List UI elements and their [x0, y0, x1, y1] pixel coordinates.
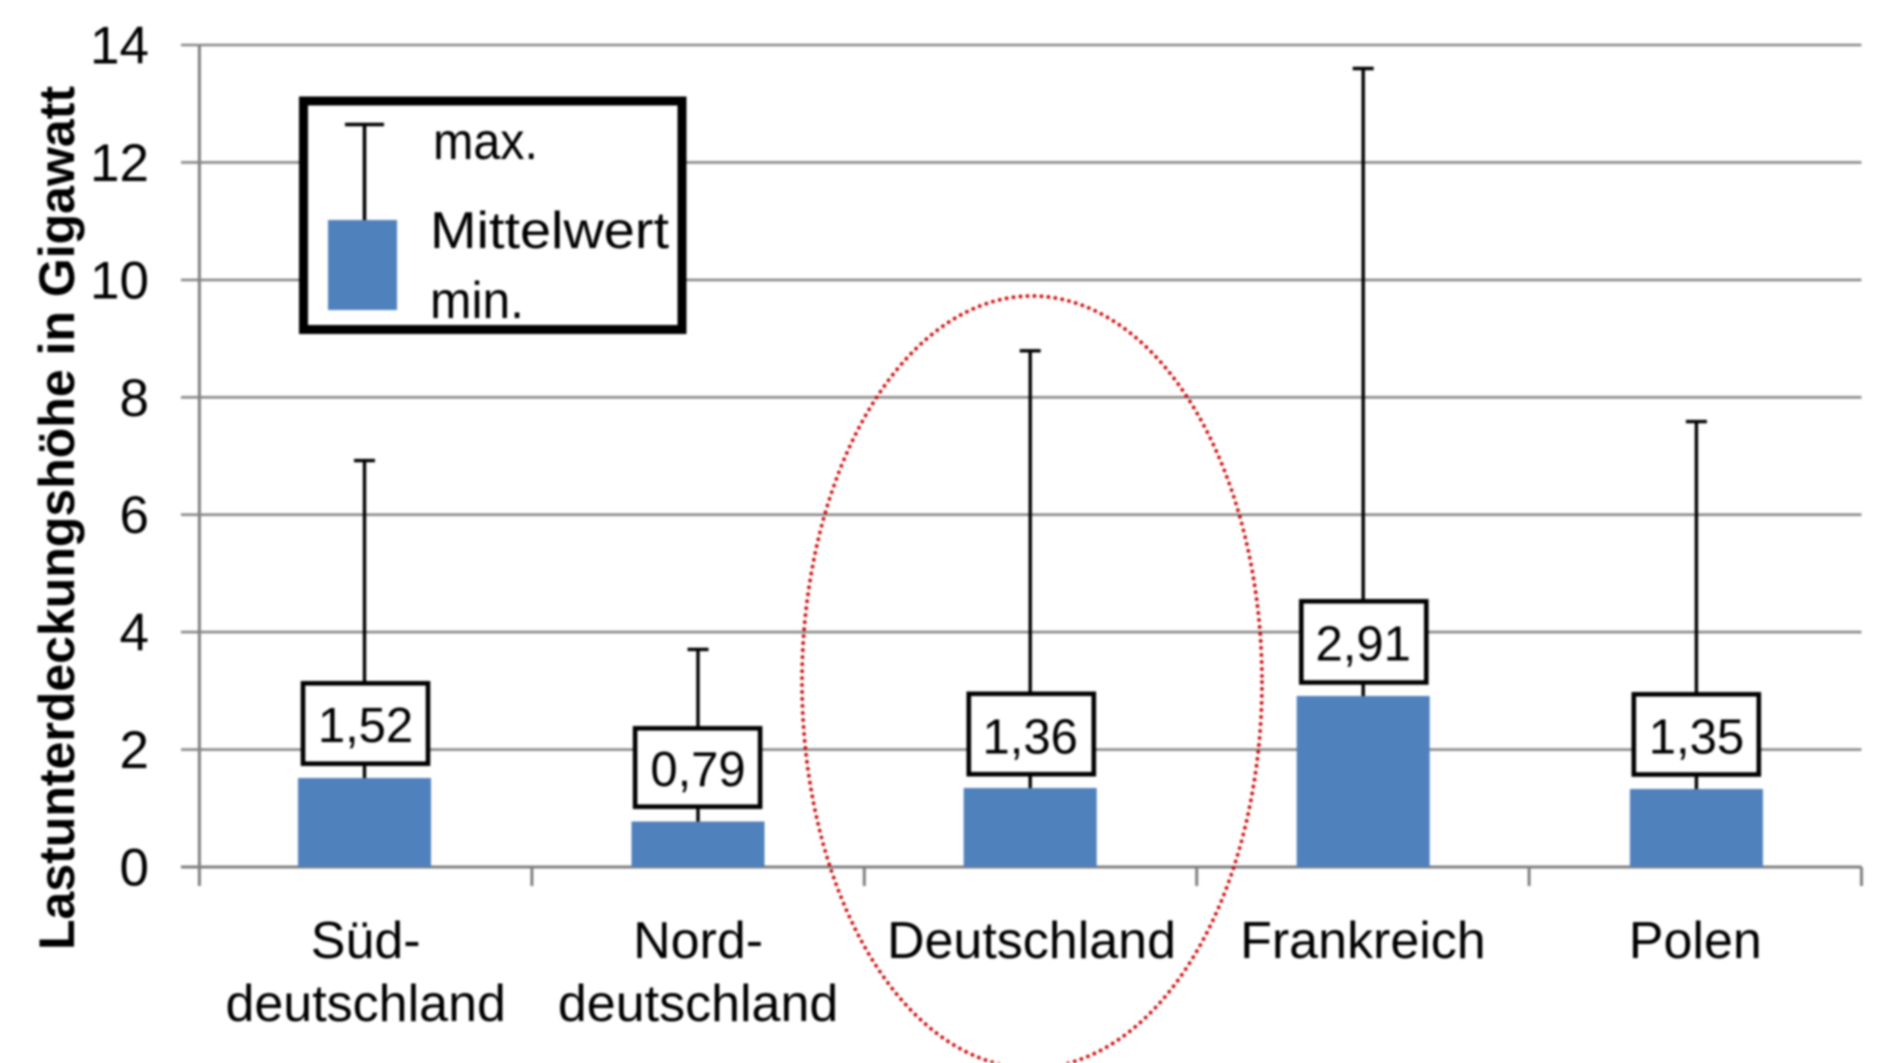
svg-text:8: 8: [120, 369, 149, 428]
svg-text:min.: min.: [430, 272, 524, 330]
svg-text:Mittelwert: Mittelwert: [430, 202, 670, 260]
svg-text:Frankreich: Frankreich: [1240, 912, 1486, 970]
svg-text:2: 2: [120, 721, 149, 780]
svg-text:6: 6: [120, 486, 149, 545]
svg-text:1,35: 1,35: [1649, 711, 1744, 765]
svg-text:4: 4: [120, 604, 149, 663]
svg-text:deutschland: deutschland: [225, 975, 505, 1033]
svg-text:deutschland: deutschland: [558, 975, 838, 1033]
svg-text:max.: max.: [433, 113, 538, 171]
svg-text:2,91: 2,91: [1316, 617, 1411, 671]
svg-text:Süd-: Süd-: [311, 912, 421, 970]
svg-text:1,36: 1,36: [983, 711, 1078, 765]
svg-text:1,52: 1,52: [318, 699, 413, 753]
svg-text:0,79: 0,79: [650, 743, 745, 797]
svg-text:12: 12: [90, 134, 149, 193]
svg-text:Deutschland: Deutschland: [887, 912, 1176, 970]
svg-text:Nord-: Nord-: [633, 912, 763, 970]
svg-text:Polen: Polen: [1629, 912, 1762, 970]
svg-text:Lastunterdeckungshöhe in Gigaw: Lastunterdeckungshöhe in Gigawatt: [29, 86, 85, 950]
svg-text:14: 14: [90, 17, 149, 76]
svg-text:10: 10: [90, 251, 149, 310]
svg-text:0: 0: [120, 839, 149, 898]
